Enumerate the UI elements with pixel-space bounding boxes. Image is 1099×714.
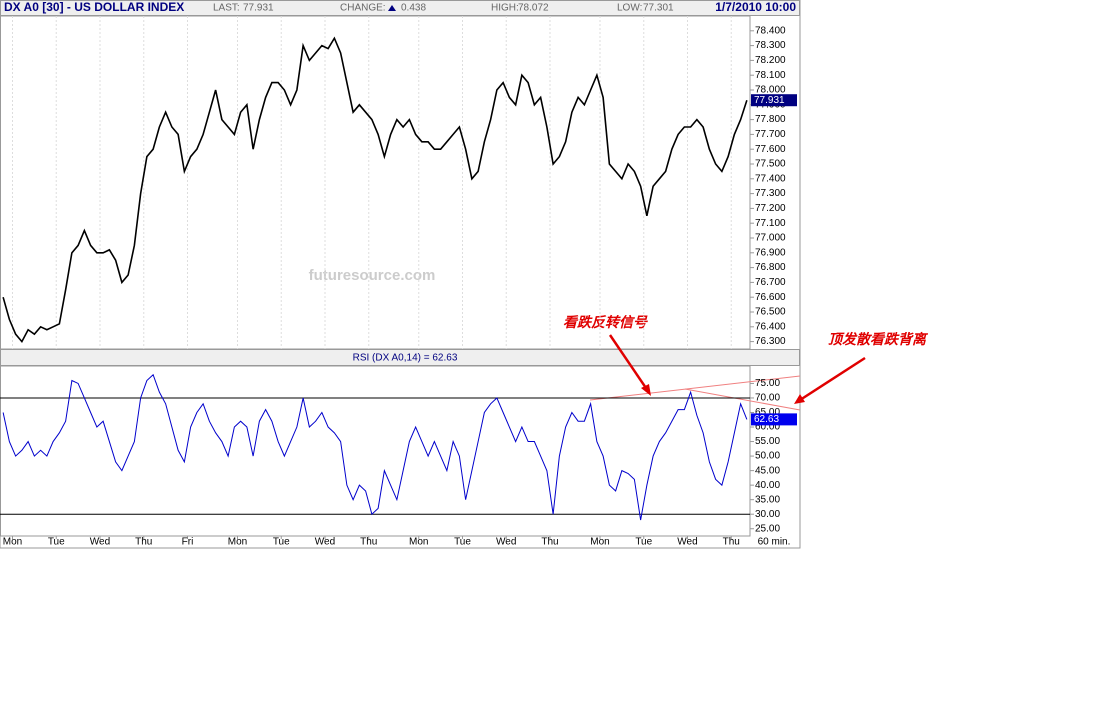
arrow: [799, 356, 866, 402]
y-tick-label: 76.500: [755, 307, 786, 318]
x-tick-label: Mon: [590, 537, 609, 548]
y-tick-label: 77.300: [755, 188, 786, 199]
y-tick-label: 78.300: [755, 40, 786, 51]
y-tick-label: 60.00: [755, 422, 780, 433]
stat-label: LAST:: [213, 3, 240, 14]
stat-label: LOW:: [617, 3, 642, 14]
price-line: [2, 373, 748, 521]
y-tick-label: 77.500: [755, 159, 786, 170]
stat-value: 77.301: [643, 3, 674, 14]
y-tick-label: 76.800: [755, 262, 786, 273]
y-tick-label: 55.00: [755, 436, 780, 447]
annotation: 顶发散看跌背离: [828, 331, 929, 348]
x-tick-label: Mon: [228, 537, 247, 548]
y-tick-label: 75.00: [755, 378, 780, 389]
rsi-panel: [0, 365, 751, 537]
stat-value: 78.072: [518, 3, 549, 14]
arrow: [608, 334, 650, 392]
last-value-label: 77.931: [754, 95, 785, 106]
y-tick-label: 30.00: [755, 509, 780, 520]
x-tick-label: Tue: [454, 537, 471, 548]
y-tick-label: 78.200: [755, 55, 786, 66]
y-tick-label: 77.100: [755, 218, 786, 229]
trend-line: [684, 388, 801, 411]
arrow-head: [794, 394, 805, 404]
x-tick-label: Thu: [723, 537, 740, 548]
last-value-tag: [751, 94, 797, 107]
datetime: 1/7/2010 10:00: [715, 0, 796, 14]
x-tick-label: Wed: [677, 537, 697, 548]
y-tick-label: 40.00: [755, 480, 780, 491]
y-tick-label: 76.600: [755, 292, 786, 303]
up-arrow: [388, 5, 396, 11]
frame: [0, 0, 801, 549]
x-tick-label: Thu: [135, 537, 152, 548]
x-tick-label: Wed: [315, 537, 335, 548]
x-tick-label: Mon: [409, 537, 428, 548]
x-unit-label: 60 min.: [758, 537, 791, 548]
x-tick-label: Thu: [360, 537, 377, 548]
y-tick-label: 50.00: [755, 451, 780, 462]
x-tick-label: Tue: [48, 537, 65, 548]
stat-label: HIGH:: [491, 3, 519, 14]
x-tick-label: Wed: [90, 537, 110, 548]
y-tick-label: 35.00: [755, 494, 780, 505]
y-tick-label: 76.300: [755, 336, 786, 347]
y-tick-label: 70.00: [755, 393, 780, 404]
y-tick-label: 25.00: [755, 523, 780, 534]
y-tick-label: 77.800: [755, 114, 786, 125]
last-value-tag: [751, 413, 797, 426]
annotation: 看跌反转信号: [563, 314, 648, 331]
x-tick-label: Tue: [635, 537, 652, 548]
rsi-title: RSI (DX A0,14) = 62.63: [353, 353, 458, 364]
y-tick-label: 77.000: [755, 233, 786, 244]
arrow-head: [641, 384, 651, 396]
chart-title: DX A0 [30] - US DOLLAR INDEX: [4, 0, 184, 14]
y-tick-label: 77.400: [755, 173, 786, 184]
y-tick-label: 78.400: [755, 25, 786, 36]
watermark: futuresource.com: [309, 267, 436, 284]
y-tick-label: 76.900: [755, 247, 786, 258]
y-tick-label: 78.000: [755, 85, 786, 96]
y-tick-label: 76.400: [755, 321, 786, 332]
y-tick-label: 77.200: [755, 203, 786, 214]
stat-value: 77.931: [243, 3, 274, 14]
y-tick-label: 78.100: [755, 70, 786, 81]
x-tick-label: Fri: [182, 537, 194, 548]
price-line: [2, 36, 748, 344]
y-tick-label: 45.00: [755, 465, 780, 476]
y-tick-label: 65.00: [755, 407, 780, 418]
trend-line: [589, 375, 801, 401]
price-panel: [0, 15, 751, 350]
y-tick-label: 77.600: [755, 144, 786, 155]
x-tick-label: Mon: [3, 537, 22, 548]
x-tick-label: Tue: [273, 537, 290, 548]
stat-label: CHANGE:: [340, 3, 386, 14]
x-tick-label: Thu: [541, 537, 558, 548]
x-tick-label: Wed: [496, 537, 516, 548]
y-tick-label: 76.700: [755, 277, 786, 288]
last-value-label: 62.63: [754, 414, 779, 425]
y-tick-label: 77.700: [755, 129, 786, 140]
stat-value: 0.438: [401, 3, 426, 14]
